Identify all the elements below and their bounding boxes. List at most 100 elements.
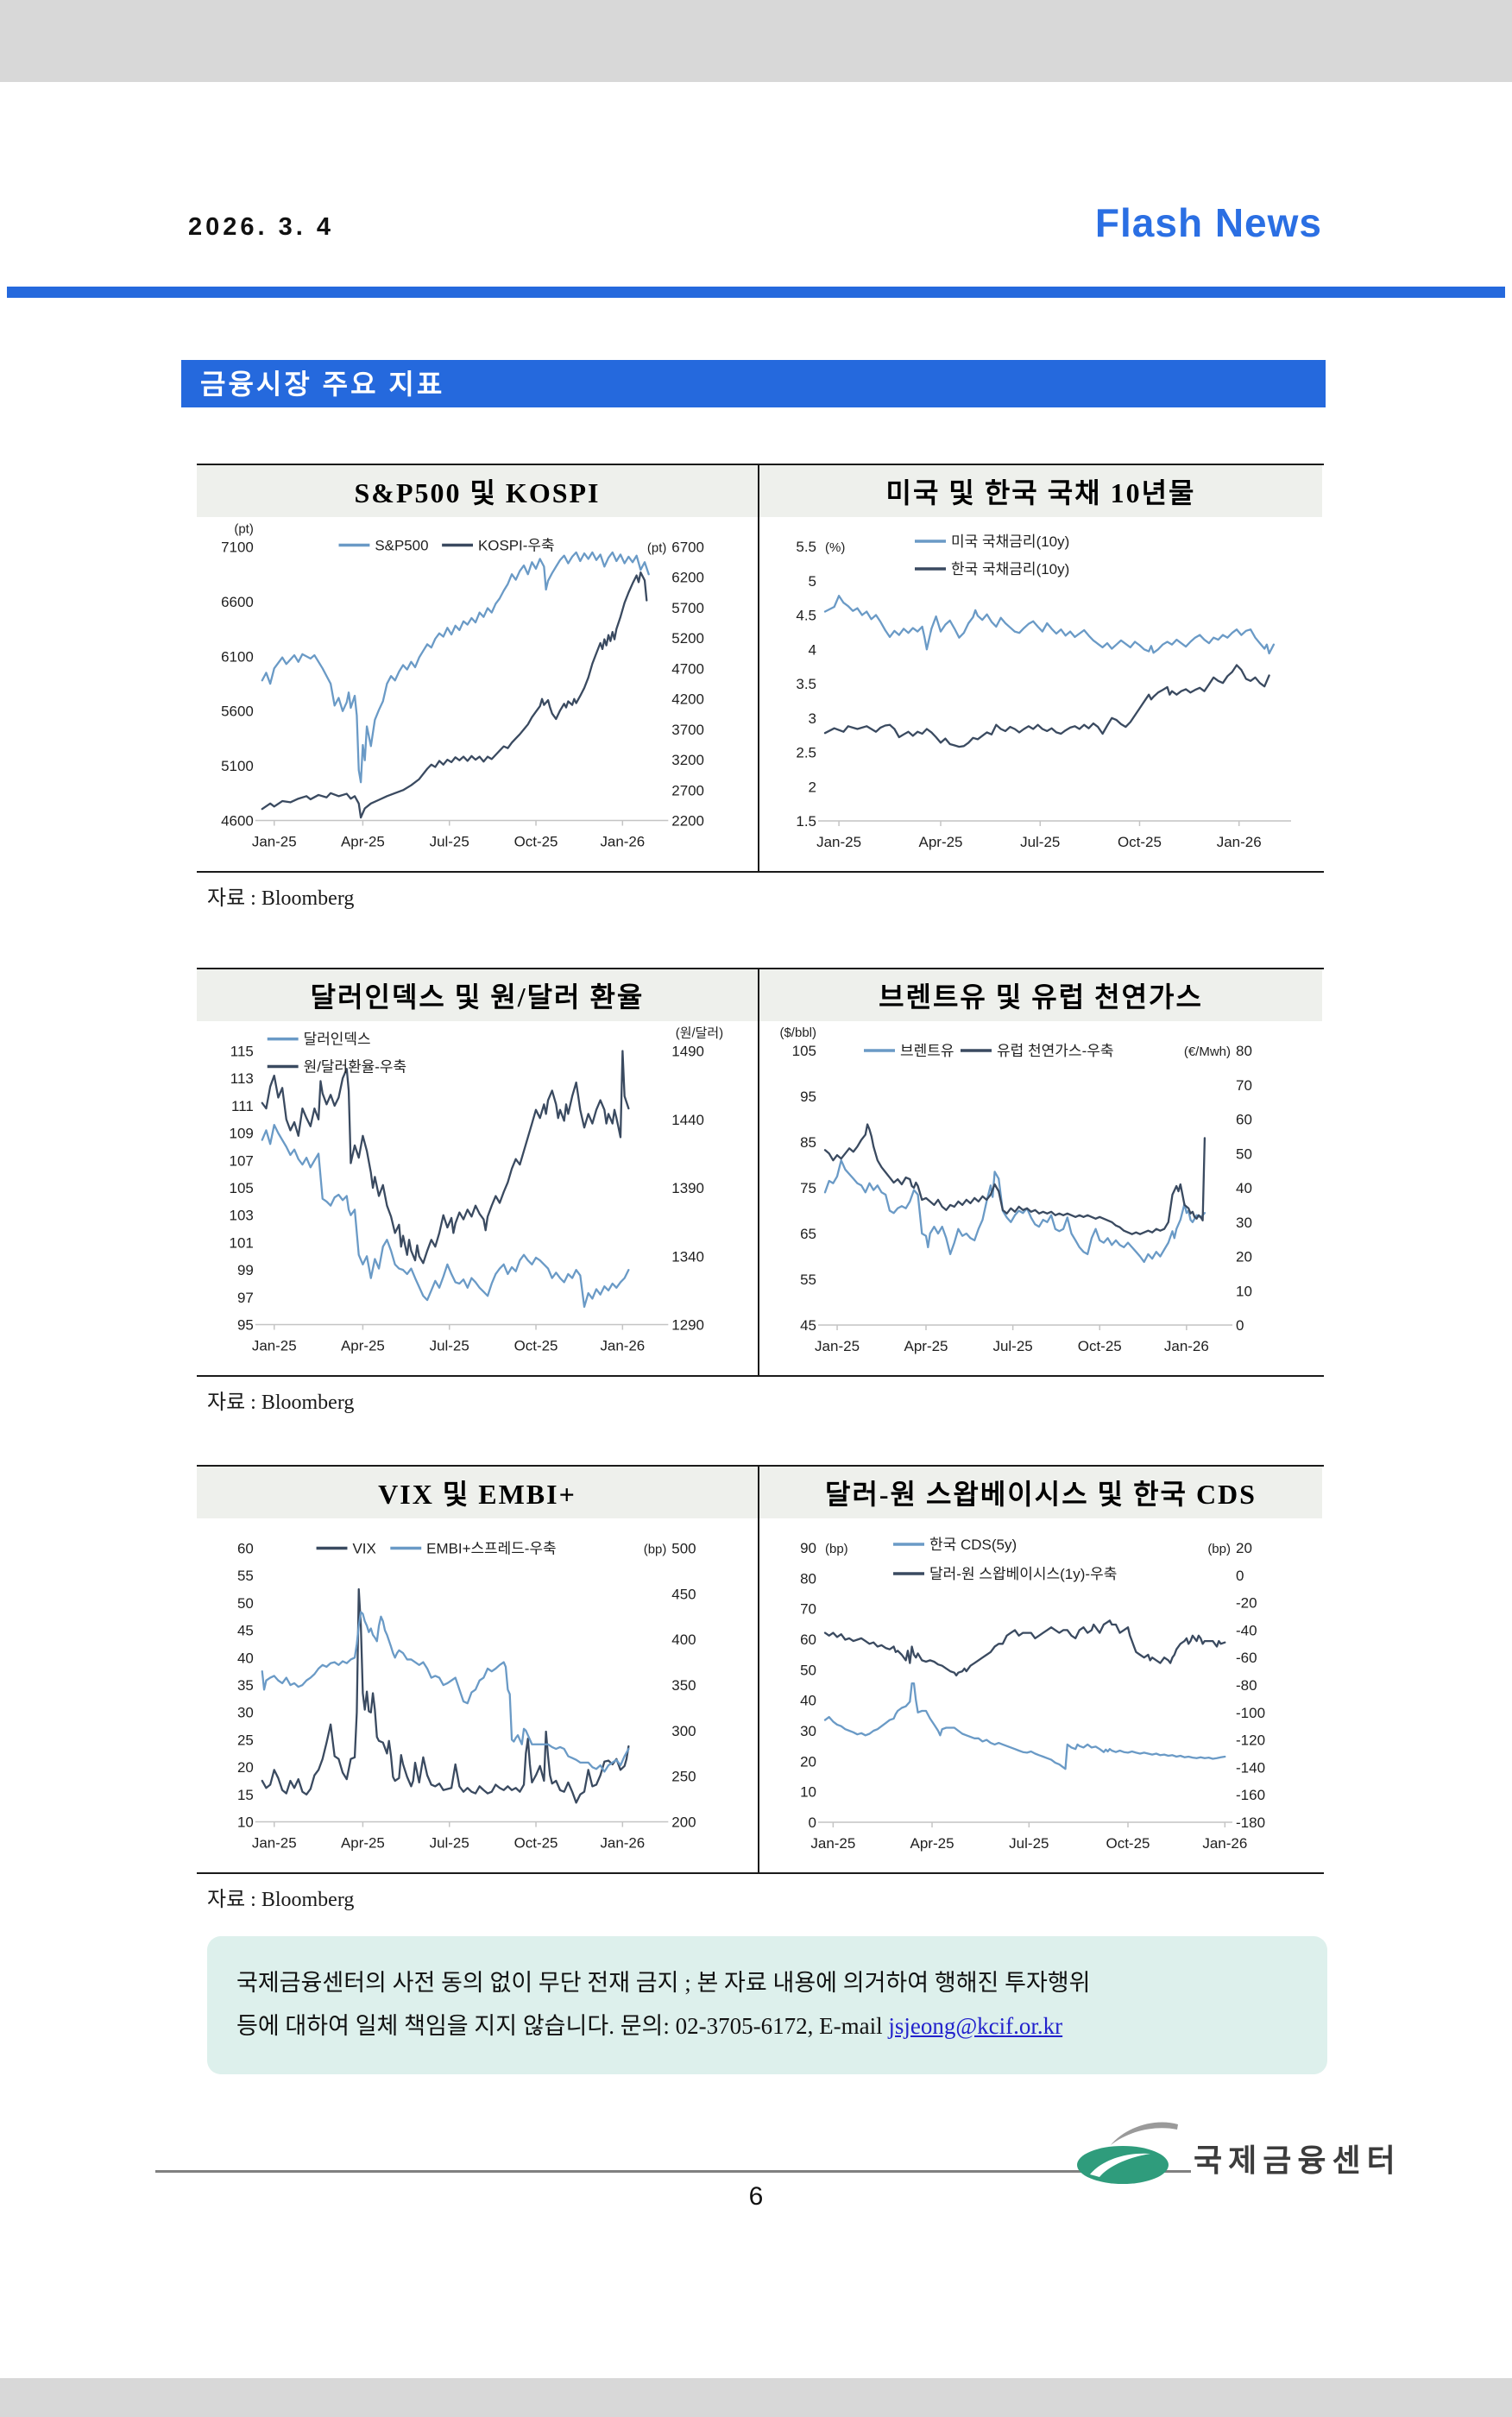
svg-text:-80: -80 <box>1236 1677 1257 1694</box>
svg-text:(bp): (bp) <box>1207 1542 1231 1556</box>
svg-text:2.5: 2.5 <box>796 745 816 761</box>
chart-row-3: VIX 및 EMBI+ Jan-25 Apr-25 Jul-25 Oct-25 Jan-… <box>197 1465 1324 1874</box>
svg-text:(pt): (pt) <box>647 541 666 556</box>
disclaimer-box: 국제금융센터의 사전 동의 없이 무단 전재 금지 ; 본 자료 내용에 의거하… <box>207 1936 1327 2074</box>
svg-text:1290: 1290 <box>671 1317 704 1334</box>
svg-text:Jan-26: Jan-26 <box>1164 1338 1209 1354</box>
svg-text:Jul-25: Jul-25 <box>430 833 469 849</box>
svg-text:4.5: 4.5 <box>796 608 816 624</box>
chart-row-2: 달러인덱스 및 원/달러 환율 Jan-25 Apr-25 Jul-25 Oct-25… <box>197 968 1324 1377</box>
svg-text:115: 115 <box>230 1044 254 1060</box>
chart-canvas-vix-embi: Jan-25 Apr-25 Jul-25 Oct-25 Jan-26 60 55 50 45 40… <box>237 1541 696 1852</box>
svg-text:60: 60 <box>1236 1112 1252 1128</box>
svg-text:80: 80 <box>1236 1043 1252 1059</box>
svg-text:5200: 5200 <box>671 630 704 647</box>
svg-text:-180: -180 <box>1236 1814 1265 1831</box>
svg-text:Jan-26: Jan-26 <box>600 1834 645 1851</box>
section-title: 금융시장 주요 지표 <box>200 369 445 400</box>
chart-panel-brent-gas: 브렌트유 및 유럽 천연가스 Jan-25 Apr-25 Jul-25 Oct-25 J… <box>759 969 1322 1375</box>
svg-text:Oct-25: Oct-25 <box>514 1834 558 1851</box>
svg-text:(%): (%) <box>825 540 845 555</box>
chart-title: 미국 및 한국 국채 10년물 <box>759 465 1322 517</box>
svg-text:95: 95 <box>237 1317 254 1334</box>
svg-text:Jul-25: Jul-25 <box>1009 1835 1049 1852</box>
svg-text:40: 40 <box>237 1650 254 1666</box>
svg-text:250: 250 <box>671 1769 696 1785</box>
svg-text:7100: 7100 <box>221 540 254 556</box>
svg-text:달러-원 스왑베이시스(1y)-우축: 달러-원 스왑베이시스(1y)-우축 <box>929 1566 1117 1582</box>
svg-text:50: 50 <box>800 1662 816 1678</box>
svg-text:75: 75 <box>800 1180 816 1196</box>
svg-text:Jan-26: Jan-26 <box>600 833 645 849</box>
svg-text:400: 400 <box>671 1631 696 1648</box>
report-date: 2026. 3. 4 <box>188 213 334 241</box>
newsletter-brand: Flash News <box>1094 200 1322 245</box>
chart-canvas-brent-gas: Jan-25 Apr-25 Jul-25 Oct-25 Jan-26 105 95 85 75 6… <box>779 1025 1252 1354</box>
svg-text:50: 50 <box>1236 1145 1252 1162</box>
logo-swoosh-gray <box>1111 2122 1178 2145</box>
svg-text:350: 350 <box>671 1677 696 1694</box>
contact-email-link[interactable]: jsjeong@kcif.or.kr <box>888 2012 1063 2039</box>
svg-text:70: 70 <box>1236 1077 1252 1094</box>
header-rule <box>7 287 1505 298</box>
disclaimer-text-line2: 등에 대하여 일체 책임을 지지 않습니다. 문의: 02-3705-6172,… <box>236 2012 889 2039</box>
chart-panel-treasury-10y: 미국 및 한국 국채 10년물 Jan-25 Apr-25 Jul-25 Oct-25… <box>759 465 1322 871</box>
svg-text:Jan-26: Jan-26 <box>600 1337 645 1354</box>
svg-text:6700: 6700 <box>671 540 704 556</box>
chart-panel-sp500-kospi: S&P500 및 KOSPI Jan-25 Apr-25 Jul-25 Oct-25 J… <box>197 465 759 871</box>
svg-text:3700: 3700 <box>671 722 704 738</box>
svg-text:Jan-25: Jan-25 <box>252 833 297 849</box>
svg-text:S&P500: S&P500 <box>375 538 428 554</box>
svg-text:Jul-25: Jul-25 <box>992 1338 1032 1354</box>
svg-text:Oct-25: Oct-25 <box>1118 834 1162 850</box>
svg-text:($/bbl): ($/bbl) <box>779 1025 816 1040</box>
svg-text:65: 65 <box>800 1226 816 1242</box>
svg-text:30: 30 <box>800 1723 816 1739</box>
chart-panel-dollar-index-krw: 달러인덱스 및 원/달러 환율 Jan-25 Apr-25 Jul-25 Oct-25… <box>197 969 759 1375</box>
svg-text:KOSPI-우축: KOSPI-우축 <box>478 538 555 554</box>
chart-title: S&P500 및 KOSPI <box>197 465 758 517</box>
svg-text:Jan-25: Jan-25 <box>252 1834 297 1851</box>
svg-text:6200: 6200 <box>671 570 704 586</box>
source-label: 자료 : Bloomberg <box>207 1392 355 1414</box>
svg-text:0: 0 <box>1236 1317 1244 1334</box>
svg-text:달러인덱스: 달러인덱스 <box>304 1032 371 1048</box>
svg-text:2200: 2200 <box>671 813 704 830</box>
svg-text:103: 103 <box>230 1208 254 1224</box>
svg-text:111: 111 <box>231 1098 254 1114</box>
section-banner: 금융시장 주요 지표 <box>181 360 1326 407</box>
svg-text:5.5: 5.5 <box>796 539 816 555</box>
footer-rule <box>155 2170 1191 2173</box>
svg-text:200: 200 <box>671 1814 696 1831</box>
svg-text:2700: 2700 <box>671 782 704 798</box>
svg-text:-40: -40 <box>1236 1622 1257 1638</box>
svg-text:97: 97 <box>237 1290 254 1306</box>
svg-text:1440: 1440 <box>671 1112 704 1128</box>
svg-text:4: 4 <box>809 641 816 658</box>
svg-text:95: 95 <box>800 1089 816 1105</box>
svg-text:Oct-25: Oct-25 <box>514 833 558 849</box>
svg-text:6100: 6100 <box>221 648 254 665</box>
svg-text:10: 10 <box>800 1784 816 1801</box>
svg-text:Apr-25: Apr-25 <box>341 833 385 849</box>
svg-text:50: 50 <box>237 1595 254 1612</box>
svg-text:4200: 4200 <box>671 691 704 708</box>
svg-text:VIX: VIX <box>352 1541 375 1557</box>
svg-text:5700: 5700 <box>671 600 704 616</box>
svg-text:Jul-25: Jul-25 <box>430 1337 469 1354</box>
svg-text:60: 60 <box>237 1541 254 1557</box>
svg-text:300: 300 <box>671 1723 696 1739</box>
svg-text:40: 40 <box>1236 1180 1252 1196</box>
svg-text:한국 CDS(5y): 한국 CDS(5y) <box>929 1537 1017 1553</box>
chart-canvas-sp500-kospi: Jan-25 Apr-25 Jul-25 Oct-25 Jan-26 7100 6600 61… <box>221 522 704 850</box>
chart-title: 달러인덱스 및 원/달러 환율 <box>197 969 758 1021</box>
svg-text:Apr-25: Apr-25 <box>918 834 962 850</box>
svg-text:45: 45 <box>237 1623 254 1639</box>
source-label: 자료 : Bloomberg <box>207 887 355 910</box>
svg-text:5: 5 <box>809 573 816 590</box>
svg-text:Jan-25: Jan-25 <box>816 834 861 850</box>
report-sheet: 2026. 3. 4 Flash News 금융시장 주요 지표 S&P500 … <box>0 82 1512 2378</box>
svg-text:브렌트유: 브렌트유 <box>900 1043 954 1059</box>
svg-text:Jan-25: Jan-25 <box>810 1835 855 1852</box>
